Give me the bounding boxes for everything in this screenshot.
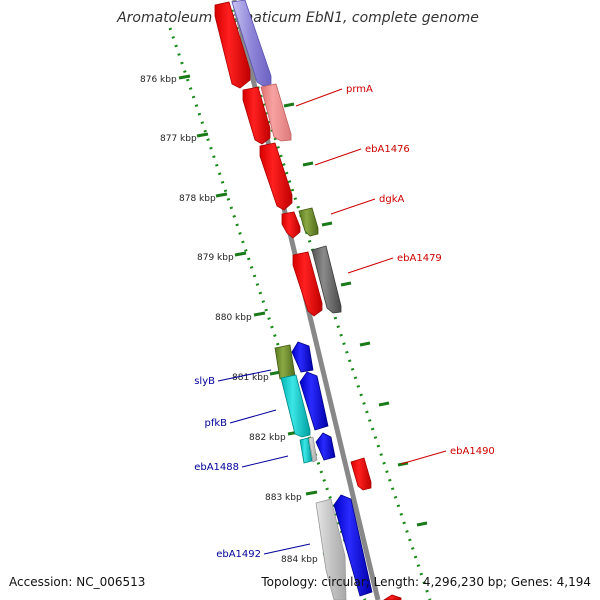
kbp-label: 878 kbp	[179, 194, 216, 204]
gene-label-slyb[interactable]: slyB	[194, 376, 215, 387]
gene-arrow-blue[interactable]	[315, 432, 336, 461]
kbp-tick	[302, 161, 314, 167]
kbp-label: 881 kbp	[232, 373, 269, 383]
kbp-tick	[283, 102, 295, 108]
label-leader-line	[241, 455, 289, 468]
gene-label-eba1490[interactable]: ebA1490	[450, 446, 495, 457]
kbp-tick	[253, 311, 266, 317]
kbp-label: 882 kbp	[249, 433, 286, 443]
gene-arrow-red[interactable]	[350, 457, 372, 491]
gene-arrow-red[interactable]	[281, 211, 301, 239]
kbp-label: 880 kbp	[215, 313, 252, 323]
gene-label-eba1492[interactable]: ebA1492	[216, 549, 261, 560]
inner-strand-genes	[214, 1, 347, 600]
gene-arrow-blue[interactable]	[291, 341, 314, 373]
left-gene-labels: slyB pfkB ebA1488 ebA1492	[194, 369, 311, 560]
kbp-tick	[340, 281, 352, 287]
kbp-tick	[397, 461, 409, 467]
gene-label-eba1488[interactable]: ebA1488	[194, 462, 239, 473]
label-leader-line	[295, 88, 343, 107]
kbp-label: 884 kbp	[281, 555, 318, 565]
kbp-tick	[196, 132, 209, 138]
kbp-tick	[215, 192, 228, 198]
kbp-tick	[178, 74, 191, 80]
gene-arrow-lightgrey[interactable]	[315, 498, 347, 600]
inner-dotted-line	[168, 27, 367, 600]
kbp-label: 877 kbp	[160, 134, 197, 144]
kbp-tick	[234, 251, 247, 257]
gene-arrow-red[interactable]	[214, 1, 251, 89]
gene-arrow-red[interactable]	[383, 594, 402, 600]
gene-arrow-cyan[interactable]	[280, 374, 311, 438]
kbp-label: 876 kbp	[140, 75, 177, 85]
gene-arrow-blue[interactable]	[299, 371, 329, 431]
label-leader-line	[229, 409, 277, 424]
kbp-tick	[378, 401, 390, 407]
kbp-tick	[321, 221, 333, 227]
label-leader-line	[217, 369, 272, 382]
kbp-label: 883 kbp	[265, 493, 302, 503]
gene-arrow-cyan[interactable]	[299, 437, 313, 464]
gene-arrow-salmon[interactable]	[260, 83, 292, 142]
kbp-tick	[359, 341, 371, 347]
gene-arrow-red[interactable]	[259, 142, 293, 211]
label-leader-line	[330, 198, 376, 215]
label-leader-line	[347, 257, 394, 274]
outer-strand-genes	[231, 0, 402, 600]
kbp-tick	[305, 490, 318, 496]
label-leader-line	[314, 148, 362, 166]
kbp-tick	[416, 521, 428, 527]
map-title: Aromatoleum aromaticum EbN1, complete ge…	[116, 10, 479, 26]
gene-arrow-blue[interactable]	[333, 494, 373, 597]
gene-arrow-grey[interactable]	[311, 245, 342, 314]
label-leader-line	[400, 450, 447, 465]
gene-label-prma[interactable]: prmA	[346, 84, 373, 95]
right-gene-labels: prmA ebA1476 dgkA ebA1479 ebA1490	[295, 84, 495, 465]
gene-arrow-olive[interactable]	[298, 207, 319, 237]
gene-label-dgka[interactable]: dgkA	[379, 194, 404, 205]
gene-arrow-red[interactable]	[242, 86, 271, 145]
gene-label-eba1476[interactable]: ebA1476	[365, 144, 410, 155]
outer-scale-track	[230, 9, 432, 600]
gene-label-eba1479[interactable]: ebA1479	[397, 253, 442, 264]
kbp-label: 879 kbp	[197, 253, 234, 263]
gene-arrow-lavender[interactable]	[231, 0, 272, 87]
footer-accession: Accession: NC_006513	[9, 575, 145, 589]
gene-arrow-red[interactable]	[292, 251, 323, 317]
label-leader-line	[263, 543, 311, 555]
inner-scale-track: 876 kbp 877 kbp 878 kbp 879 kbp 880 kbp …	[140, 27, 367, 600]
gene-label-pfkb[interactable]: pfkB	[204, 418, 227, 429]
gene-arrow-grey[interactable]	[308, 436, 318, 463]
footer-summary: Topology: circular; Length: 4,296,230 bp…	[260, 575, 591, 589]
